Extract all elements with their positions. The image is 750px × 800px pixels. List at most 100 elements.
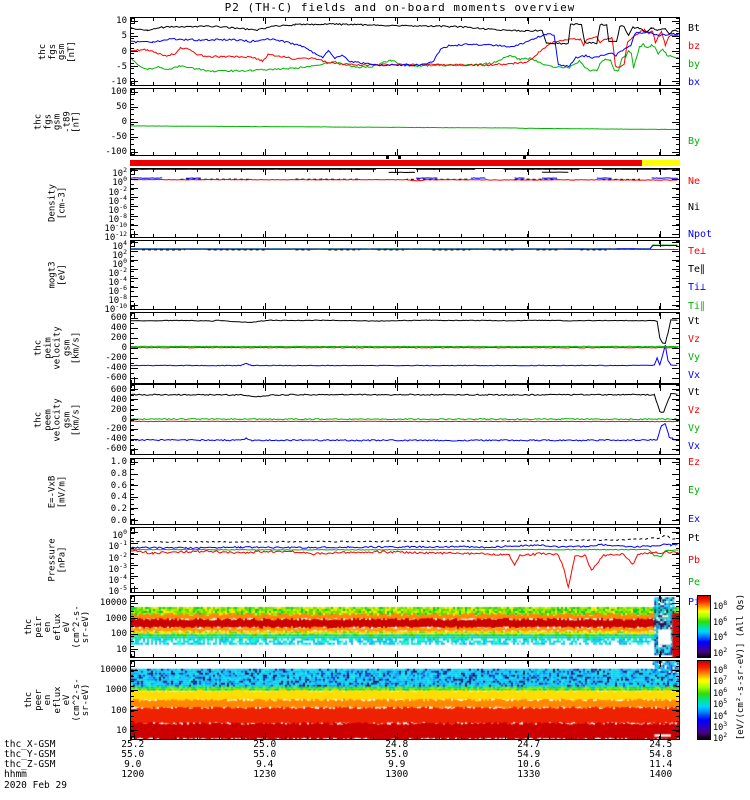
x-minor-ticks [131,654,679,657]
legend-Npot: Npot [688,228,713,240]
x-major-tick [396,169,398,175]
y-major-tick [672,633,679,635]
y-major-tick [672,649,679,651]
y-major-tick [672,448,679,450]
axis-row-value: 1300 [385,769,409,780]
x-major-tick [528,231,530,237]
y-tick-label: 400 [110,323,127,333]
x-major-tick [659,586,661,592]
legend-by: by [688,58,701,70]
y-minor-ticks [131,528,134,592]
x-major-tick [133,586,135,592]
fgs-gsm-series [131,22,679,73]
y-tick-label: 0 [121,46,127,57]
x-major-tick [528,733,530,739]
panel-fgs-gsm-t89 [130,88,680,156]
y-major-tick [672,531,679,533]
x-major-tick [133,596,135,602]
y-axis-label-fgs-gsm-t89: thc fgs gsm -t89 [nT] [33,111,82,133]
pressure-trace-red [131,549,679,590]
peim-velocity-series [131,319,679,367]
y-axis-label-peer-eflux: thc peer en eflux eV (cm^2-s- sr-eV) [23,678,91,722]
x-major-tick [528,303,530,309]
y-major-tick [672,296,679,298]
y-major-tick [131,347,138,349]
y-major-tick [672,251,679,253]
y-major-tick [672,188,679,190]
y-minor-ticks [676,169,679,237]
panel-efield [130,458,680,525]
y-tick-label: 400 [110,394,127,405]
y-tick-label: 10-6 [108,202,127,216]
y-major-tick [131,602,138,604]
y-major-tick [131,473,138,475]
x-major-tick [265,303,267,309]
panel-peer-eflux [130,660,680,740]
y-major-tick [672,438,679,440]
pressure-trace-green [131,548,679,558]
mode-bar-mark [397,156,401,159]
y-tick-label: 600 [110,384,127,395]
y-minor-ticks [676,459,679,524]
x-minor-ticks [131,169,679,172]
x-major-tick [133,448,135,454]
x-major-tick [528,79,530,85]
axis-row-label: thc_Z-GSM [4,759,56,770]
y-major-tick [131,730,138,732]
x-major-tick [659,18,661,24]
legend-bz: bz [688,40,701,52]
y-tick-label: 10-10 [104,221,127,235]
y-tick-label: 10-1 [108,539,127,553]
y-major-tick [672,357,679,359]
y-major-tick [672,136,679,138]
mode-bar-red-segment [130,160,642,166]
y-tick-label: 5 [121,31,127,42]
x-major-tick [133,313,135,319]
y-major-tick [131,20,138,22]
y-major-tick [672,121,679,123]
x-major-tick [396,528,398,534]
y-tick-label: 600 [110,313,127,323]
y-major-tick [131,188,138,190]
x-major-tick [265,528,267,534]
y-minor-ticks [676,596,679,657]
x-major-tick [265,459,267,465]
colorbar-tick-label: 102 [713,731,728,745]
y-major-tick [131,215,138,217]
density-trace-black [404,178,470,181]
x-major-tick [528,89,530,95]
x-major-tick [265,231,267,237]
axis-row-value: 9.9 [388,759,406,770]
y-major-tick [131,305,138,307]
y-major-tick [131,224,138,226]
peim-velocity-trace-black [131,319,678,344]
y-tick-label: 1000 [105,613,127,624]
y-major-tick [672,389,679,391]
colorbar-unit-label: [eV/(cm²-s-sr-eV)] (All Qs) [736,593,746,741]
x-minor-ticks [131,306,679,309]
axis-row-label: thc_X-GSM [4,739,56,750]
y-tick-label: 0 [121,117,127,127]
y-major-tick [131,327,138,329]
peim-velocity-trace-green [131,345,679,348]
y-major-tick [672,689,679,691]
legend-Ex: Ex [688,513,701,525]
panel-mogt3 [130,240,680,310]
y-major-tick [672,618,679,620]
x-major-tick [528,241,530,247]
axis-row-value: 24.5 [649,739,673,750]
y-major-tick [672,377,679,379]
y-tick-label: 0.2 [110,503,127,514]
axis-row-value: 9.0 [124,759,142,770]
y-major-tick [672,710,679,712]
density-trace-black [295,178,360,180]
x-major-tick [265,79,267,85]
fgs-gsm-t89-trace-green [131,125,678,131]
x-minor-ticks [131,380,679,383]
axis-row-value: 54.9 [517,749,541,760]
legend-Ez: Ez [688,457,701,468]
y-tick-label: 0 [121,414,127,425]
y-major-tick [672,278,679,280]
axis-row-value: 1230 [253,769,277,780]
